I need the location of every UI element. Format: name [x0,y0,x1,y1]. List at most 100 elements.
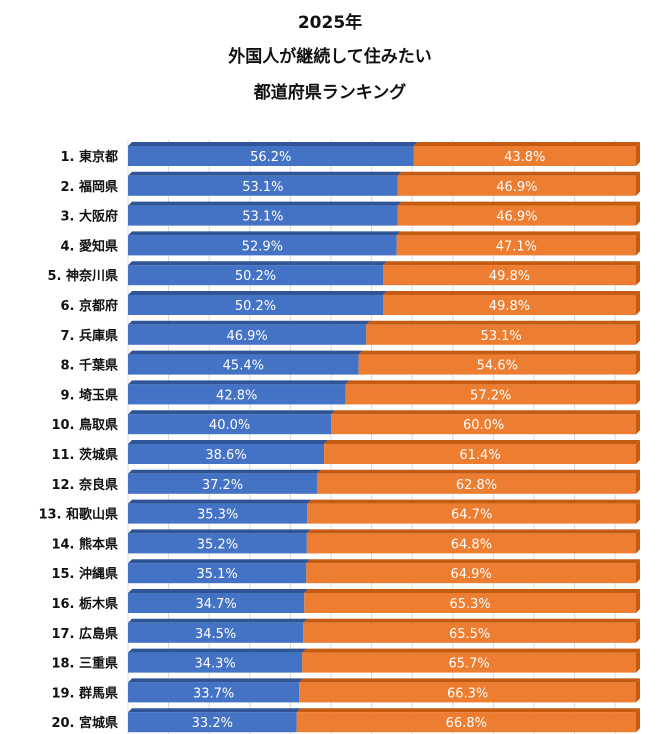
data-label: 34.5% [195,627,236,642]
bar-segment [413,146,636,166]
data-label: 34.7% [195,597,236,612]
bar-segment [306,563,636,584]
bar-side-face [636,648,640,673]
bar-top-face [324,440,640,444]
bar-side-face [636,380,640,405]
bar-top-face [383,261,640,266]
data-label: 65.3% [449,597,490,612]
bar-segment [383,295,636,315]
bar-segment [304,593,636,613]
bar-segment [128,503,308,524]
bar-top-face [128,648,307,653]
bar-top-face [128,171,402,176]
data-label: 65.5% [449,627,490,642]
category-label: 20. 宮城県 [51,715,118,731]
bar-segment [128,473,317,494]
category-label: 5. 神奈川県 [47,268,118,284]
category-label: 18. 三重県 [51,656,118,672]
data-label: 38.6% [205,448,246,463]
data-label: 57.2% [470,388,511,403]
bar-segment [128,444,325,464]
category-label: 6. 京都府 [60,298,118,314]
bar-top-face [306,559,640,564]
bar-segment [397,205,636,226]
bar-segment [307,503,636,524]
category-label: 10. 鳥取県 [51,417,118,433]
data-label: 62.8% [456,478,497,493]
bar-segment [383,265,636,286]
bar-side-face [636,440,640,464]
bar-top-face [397,171,640,176]
category-label: 7. 兵庫県 [60,328,118,344]
data-label: 37.2% [202,478,243,493]
bar-side-face [636,559,640,584]
chart-title-line-3: 都道府県ランキング [253,83,407,103]
data-label: 65.7% [448,657,489,672]
bar-top-face [316,469,640,474]
bar-top-face [128,529,311,534]
bar-segment [397,175,636,196]
bar-top-face [303,618,640,623]
category-label: 11. 茨城県 [51,447,118,463]
bar-segment [128,354,359,375]
bar-top-face [304,589,640,593]
bar-top-face [128,410,336,415]
bar-side-face [636,678,640,703]
bar-segment [296,712,636,733]
data-label: 35.1% [196,567,237,582]
bar-segment [366,324,636,345]
data-label: 53.1% [480,329,521,344]
bar-side-face [636,261,640,286]
bar-top-face [296,708,640,713]
bar-segment [128,175,398,196]
bar-side-face [636,469,640,494]
bar-side-face [636,231,640,256]
bar-top-face [331,410,640,415]
data-label: 52.9% [242,239,283,254]
data-label: 56.2% [250,150,291,165]
data-label: 45.4% [223,359,264,374]
category-label: 8. 千葉県 [60,358,118,374]
bar-side-face [636,410,640,435]
data-label: 46.9% [496,210,537,225]
data-label: 42.8% [216,388,257,403]
category-label: 4. 愛知県 [60,238,118,254]
bar-side-face [636,589,640,613]
bar-side-face [636,320,640,345]
bar-side-face [636,171,640,196]
bar-top-face [128,231,401,236]
bar-segment [128,324,367,345]
bar-segment [306,533,636,554]
data-label: 64.9% [450,567,491,582]
data-label: 43.8% [504,150,545,165]
data-label: 64.7% [451,508,492,523]
category-label: 15. 沖縄県 [51,566,118,582]
bar-top-face [128,350,363,355]
bar-top-face [128,469,321,474]
category-label: 13. 和歌山県 [38,507,118,523]
bar-top-face [306,529,640,534]
data-label: 61.4% [459,448,500,463]
bar-top-face [128,201,402,206]
data-label: 50.2% [235,269,276,284]
data-label: 50.2% [235,299,276,314]
bar-segment [358,354,636,375]
data-label: 47.1% [496,239,537,254]
bar-top-face [358,350,640,355]
data-label: 33.7% [193,686,234,701]
bar-segment [331,414,636,435]
bar-top-face [128,499,312,504]
data-label: 54.6% [477,359,518,374]
bar-segment [316,473,636,494]
bar-segment [128,652,303,673]
category-label: 2. 福岡県 [60,179,118,195]
bar-segment [303,622,636,643]
bar-segment [128,384,346,405]
category-label: 17. 広島県 [51,626,118,642]
bar-top-face [128,678,304,683]
category-label: 14. 熊本県 [51,536,118,552]
bar-top-face [128,559,311,564]
bar-segment [128,414,332,435]
category-label: 1. 東京都 [60,149,118,165]
